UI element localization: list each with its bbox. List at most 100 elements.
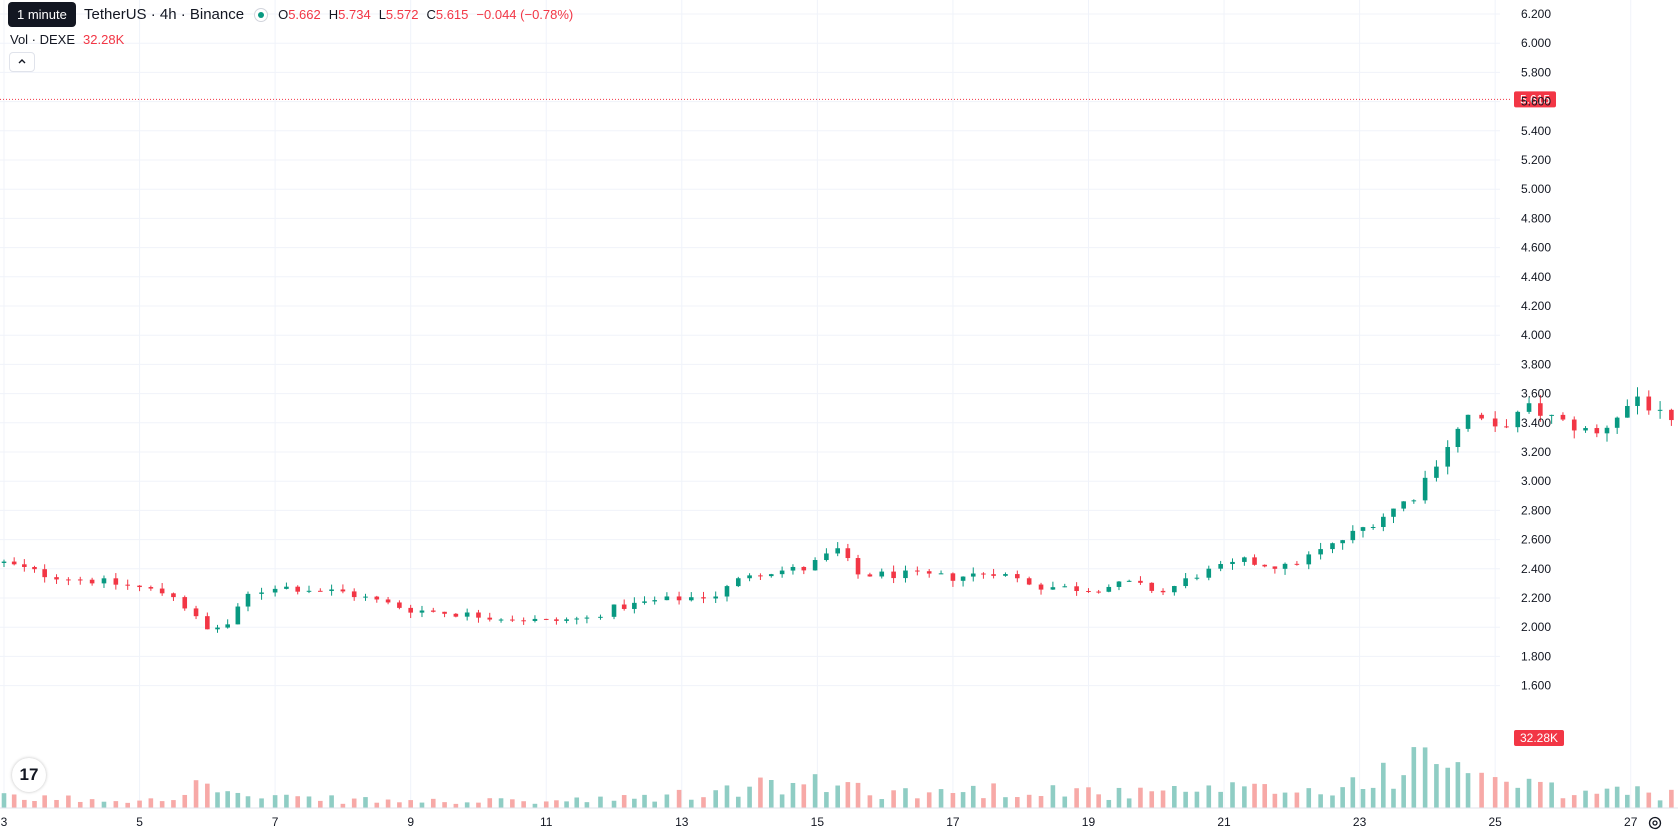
time-tick-label: 11 <box>540 815 553 829</box>
volume-bar <box>543 801 549 808</box>
volume-bar <box>1062 796 1068 808</box>
candle-body <box>950 573 956 581</box>
candle-body <box>926 571 932 574</box>
time-axis[interactable]: 3579111315171921232527Mar35791113151719 <box>0 807 1678 829</box>
gear-icon[interactable] <box>1647 815 1663 834</box>
candle-body <box>148 587 154 589</box>
candle-body <box>903 570 908 579</box>
price-tick-label: 3.200 <box>1521 445 1551 459</box>
volume-bar <box>1272 793 1278 808</box>
volume-label[interactable]: Vol · DEXE <box>10 32 76 47</box>
grid-lines <box>0 0 1632 808</box>
volume-bar <box>1294 792 1300 808</box>
volume-bar <box>1206 785 1212 808</box>
candle-body <box>574 618 580 620</box>
candle-body <box>1571 419 1577 431</box>
price-tick-label: 6.200 <box>1521 7 1551 21</box>
price-axis[interactable]: 1.600 1.800 2.000 2.200 2.400 2.600 2.800 3.000… <box>1521 7 1551 693</box>
volume-bar <box>845 782 851 808</box>
volume-bar <box>1116 787 1122 808</box>
candle-body <box>632 602 637 609</box>
volume-bar <box>960 792 966 808</box>
price-tick-label: 1.600 <box>1521 679 1551 693</box>
candle-body <box>845 548 851 559</box>
volume-bar <box>564 801 569 808</box>
candle-body <box>598 616 603 618</box>
price-tick-label: 3.600 <box>1521 387 1551 401</box>
volume-bar <box>1318 794 1323 808</box>
volume-bar <box>1262 784 1268 808</box>
candle-body <box>487 617 493 620</box>
candle-body <box>1015 574 1020 579</box>
volume-bar <box>1492 777 1498 808</box>
candle-body <box>1381 516 1386 527</box>
candle-body <box>1583 428 1588 431</box>
candle-body <box>758 575 763 577</box>
candle-body <box>363 596 368 598</box>
candle-body <box>801 566 807 571</box>
candle-body <box>1669 409 1674 421</box>
close-value: C5.615 <box>426 7 469 22</box>
volume-bar <box>54 799 59 808</box>
volume-value: 32.28K <box>83 32 125 47</box>
candle-body <box>1422 477 1428 501</box>
volume-bar <box>1074 788 1079 808</box>
volume-bar <box>1306 788 1312 808</box>
volume-bar <box>487 798 493 808</box>
volume-bar <box>1242 786 1247 808</box>
tradingview-logo-icon[interactable]: 17 <box>12 758 46 792</box>
price-tick-label: 2.000 <box>1521 620 1551 634</box>
volume-bar <box>735 796 741 808</box>
candle-body <box>747 575 752 579</box>
candle-body <box>564 619 569 621</box>
time-tick-label: 9 <box>407 815 414 829</box>
volume-bar <box>1434 764 1439 808</box>
volume-bar <box>1230 782 1235 808</box>
candle-body <box>1492 418 1498 427</box>
volume-bar <box>408 800 413 808</box>
candle-body <box>215 627 220 630</box>
price-tick-label: 3.800 <box>1521 357 1551 371</box>
volume-bar <box>1479 772 1484 808</box>
volume-bar <box>1282 792 1288 808</box>
volume-bar <box>89 799 95 808</box>
candle-body <box>1194 577 1200 579</box>
volume-bar <box>584 802 590 808</box>
high-value: H5.734 <box>328 7 371 22</box>
candle-body <box>125 584 130 586</box>
volume-bar <box>688 799 694 808</box>
last-price-label: 5.615 <box>1520 92 1550 106</box>
low-value: L5.572 <box>378 7 419 22</box>
volume-bar <box>1183 791 1188 808</box>
candle-body <box>22 564 27 567</box>
candle-body <box>1479 414 1484 419</box>
candle-body <box>1455 428 1461 447</box>
candle-body <box>1306 554 1312 565</box>
candle-body <box>642 601 647 603</box>
volume-bar <box>701 797 706 808</box>
volume-bar <box>284 794 289 808</box>
candle-body <box>306 590 312 592</box>
price-tick-label: 3.400 <box>1521 416 1551 430</box>
volume-bar <box>926 792 932 808</box>
volume-bar <box>1330 795 1335 808</box>
candle-body <box>1549 414 1554 416</box>
volume-bar <box>915 798 920 808</box>
symbol-title[interactable]: TetherUS · 4h · Binance <box>84 6 245 23</box>
candle-body <box>1038 584 1044 590</box>
volume-bar <box>621 795 627 808</box>
candle-body <box>676 596 682 601</box>
time-tick-label: 7 <box>272 815 279 829</box>
candle-body <box>1560 414 1566 420</box>
price-tick-label: 2.200 <box>1521 591 1551 605</box>
volume-bar <box>225 791 230 808</box>
volume-bar <box>554 800 559 808</box>
collapse-legend-button[interactable] <box>9 52 35 72</box>
symbol-legend: TetherUS · 4h · Binance O5.662 H5.734 L5… <box>10 6 573 23</box>
volume-last-badge <box>1514 730 1564 746</box>
candle-body <box>521 620 526 622</box>
volume-bar <box>510 799 515 808</box>
change-value: −0.044 (−0.78%) <box>476 7 574 22</box>
candle-body <box>419 610 425 613</box>
